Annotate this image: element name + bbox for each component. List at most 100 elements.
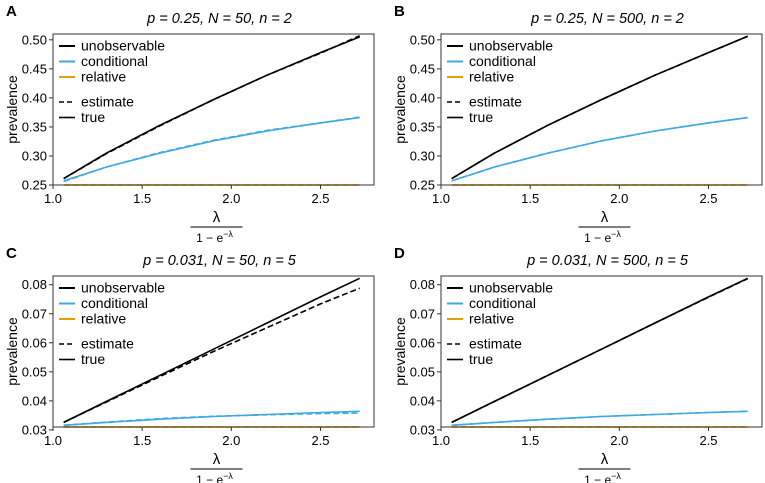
legend-label-unobservable: unobservable bbox=[469, 280, 553, 296]
y-tick-label: 0.04 bbox=[410, 393, 435, 408]
y-tick-label: 0.35 bbox=[410, 119, 435, 134]
x-tick-label: 1.5 bbox=[521, 433, 539, 448]
chart-title: p = 0.031, N = 500, n = 5 bbox=[526, 253, 689, 269]
plot-frame bbox=[52, 33, 375, 186]
legend-label-unobservable: unobservable bbox=[81, 280, 165, 296]
plot-frame bbox=[440, 33, 763, 186]
y-tick-label: 0.05 bbox=[22, 364, 47, 379]
y-axis-label: prevalence bbox=[4, 317, 20, 386]
legend-label-conditional: conditional bbox=[81, 53, 148, 69]
y-tick-label: 0.45 bbox=[22, 61, 47, 76]
legend-label-conditional: conditional bbox=[469, 53, 536, 69]
x-tick-label: 2.5 bbox=[311, 191, 329, 206]
y-tick-label: 0.08 bbox=[22, 277, 47, 292]
panel-label: A bbox=[6, 3, 17, 20]
series-conditional-true bbox=[451, 410, 748, 427]
x-axis-label-numerator: λ bbox=[213, 209, 221, 226]
y-tick-label: 0.25 bbox=[22, 178, 47, 193]
plot-frame bbox=[52, 275, 375, 428]
x-axis-label-denominator: 1 − e−λ bbox=[196, 229, 233, 245]
x-tick-label: 1.5 bbox=[133, 433, 151, 448]
legend-label-true: true bbox=[81, 351, 105, 367]
x-tick-label: 2.0 bbox=[610, 433, 628, 448]
plot-frame bbox=[440, 275, 763, 428]
series-conditional-estimate bbox=[451, 116, 748, 182]
legend-label-true: true bbox=[469, 351, 493, 367]
x-tick-label: 2.0 bbox=[610, 191, 628, 206]
legend-label-estimate: estimate bbox=[469, 336, 522, 352]
chart-title: p = 0.25, N = 50, n = 2 bbox=[146, 11, 292, 27]
series-unobservable-estimate bbox=[63, 34, 361, 180]
y-tick-label: 0.45 bbox=[410, 61, 435, 76]
series-conditional-estimate bbox=[63, 116, 360, 183]
y-tick-label: 0.50 bbox=[410, 32, 435, 47]
legend-label-relative: relative bbox=[81, 311, 126, 327]
x-axis-label-denominator: 1 − e−λ bbox=[584, 229, 621, 245]
y-tick-label: 0.07 bbox=[22, 306, 47, 321]
y-axis-label: prevalence bbox=[4, 75, 20, 144]
series-conditional-estimate bbox=[63, 412, 360, 427]
x-tick-label: 1.5 bbox=[133, 191, 151, 206]
panel-label: D bbox=[394, 245, 405, 262]
y-tick-label: 0.35 bbox=[22, 119, 47, 134]
x-tick-label: 1.0 bbox=[432, 191, 450, 206]
y-tick-label: 0.30 bbox=[22, 148, 47, 163]
chart-title: p = 0.031, N = 50, n = 5 bbox=[142, 253, 297, 269]
legend-label-relative: relative bbox=[469, 311, 514, 327]
chart-title: p = 0.25, N = 500, n = 2 bbox=[530, 11, 684, 27]
series-unobservable-estimate bbox=[63, 287, 360, 424]
series-conditional-true bbox=[451, 116, 748, 182]
legend-label-estimate: estimate bbox=[81, 336, 134, 352]
panel-label: B bbox=[394, 3, 405, 20]
x-axis-label-numerator: λ bbox=[601, 209, 609, 226]
legend-label-relative: relative bbox=[81, 69, 126, 85]
series-conditional-true bbox=[63, 410, 360, 427]
y-tick-label: 0.06 bbox=[410, 335, 435, 350]
y-tick-label: 0.03 bbox=[410, 422, 435, 437]
y-tick-label: 0.40 bbox=[410, 90, 435, 105]
x-tick-label: 2.5 bbox=[311, 433, 329, 448]
y-tick-label: 0.06 bbox=[22, 335, 47, 350]
x-axis-label-denominator: 1 − e−λ bbox=[196, 471, 233, 483]
y-tick-label: 0.07 bbox=[410, 306, 435, 321]
series-conditional-estimate bbox=[451, 410, 748, 427]
y-tick-label: 0.03 bbox=[22, 422, 47, 437]
y-tick-label: 0.05 bbox=[410, 364, 435, 379]
legend-label-unobservable: unobservable bbox=[469, 38, 553, 54]
x-tick-label: 1.0 bbox=[44, 191, 62, 206]
x-tick-label: 2.5 bbox=[699, 191, 717, 206]
legend-label-unobservable: unobservable bbox=[81, 38, 165, 54]
x-tick-label: 2.0 bbox=[222, 433, 240, 448]
series-conditional-true bbox=[63, 116, 360, 182]
y-tick-label: 0.04 bbox=[22, 393, 47, 408]
y-tick-label: 0.08 bbox=[410, 277, 435, 292]
legend-label-estimate: estimate bbox=[81, 94, 134, 110]
series-unobservable-estimate bbox=[451, 35, 749, 180]
legend-label-conditional: conditional bbox=[81, 295, 148, 311]
y-tick-label: 0.40 bbox=[22, 90, 47, 105]
panel-label: C bbox=[6, 245, 17, 262]
legend-label-true: true bbox=[81, 109, 105, 125]
legend-label-conditional: conditional bbox=[469, 295, 536, 311]
x-tick-label: 1.0 bbox=[432, 433, 450, 448]
y-tick-label: 0.30 bbox=[410, 148, 435, 163]
series-unobservable-estimate bbox=[451, 277, 749, 424]
x-axis-label-denominator: 1 − e−λ bbox=[584, 471, 621, 483]
y-axis-label: prevalence bbox=[392, 317, 408, 386]
x-tick-label: 2.0 bbox=[222, 191, 240, 206]
x-tick-label: 1.0 bbox=[44, 433, 62, 448]
x-tick-label: 1.5 bbox=[521, 191, 539, 206]
legend-label-estimate: estimate bbox=[469, 94, 522, 110]
legend-label-true: true bbox=[469, 109, 493, 125]
y-tick-label: 0.25 bbox=[410, 178, 435, 193]
x-tick-label: 2.5 bbox=[699, 433, 717, 448]
